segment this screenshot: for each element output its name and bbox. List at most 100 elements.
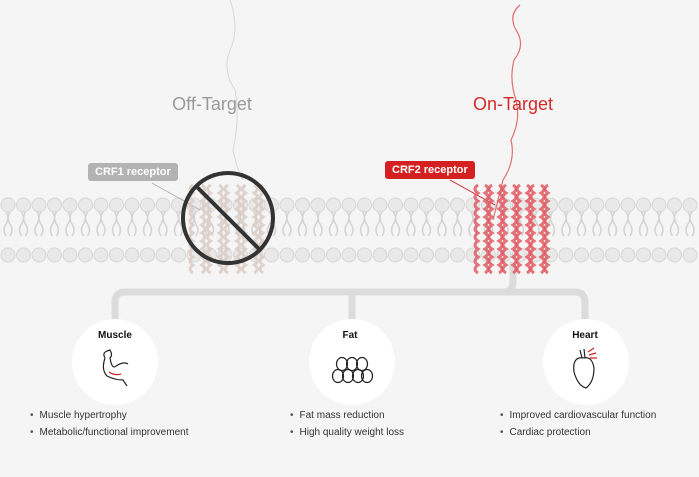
fat-bullets: Fat mass reduction High quality weight l… — [290, 407, 405, 441]
crf2-receptor-label: CRF2 receptor — [385, 161, 475, 179]
lipid-head — [140, 247, 155, 263]
helix — [199, 183, 207, 275]
lipid-tail — [437, 211, 447, 237]
bullet: Fat mass reduction — [290, 407, 404, 424]
fat-title: Fat — [342, 330, 358, 341]
lipid-tail — [142, 211, 153, 237]
helix — [543, 183, 551, 275]
lipid-bilayer — [0, 197, 698, 263]
lipid-head — [651, 247, 667, 263]
muscle-title: Muscle — [98, 330, 132, 341]
lipid-head — [589, 247, 605, 263]
lipid-tail — [576, 211, 587, 237]
lipid-tail — [406, 211, 416, 237]
heart-title: Heart — [572, 330, 598, 341]
lipid-tail — [49, 211, 60, 237]
effect-circle — [543, 319, 629, 405]
lipid-head — [605, 197, 620, 213]
lipid-head — [109, 247, 124, 263]
lipid-tail — [65, 211, 75, 237]
lipid-head — [558, 247, 574, 263]
lipid-head — [667, 197, 682, 213]
lipid-head — [388, 197, 403, 213]
lipid-tail — [313, 211, 323, 237]
lipid-tail — [80, 211, 91, 237]
lipid-head — [31, 247, 47, 263]
lipid-tail — [3, 211, 13, 237]
crf1-receptor-label: CRF1 receptor — [88, 163, 178, 181]
effect-circle — [309, 319, 395, 405]
lipid-head — [682, 247, 698, 263]
heart-accent — [587, 347, 597, 359]
lipid-head — [450, 247, 465, 263]
lipid-tail — [127, 211, 137, 237]
crf1-pointer — [151, 182, 201, 211]
lipid-head — [512, 197, 527, 213]
lipid-tail — [18, 211, 29, 237]
effect-circle — [72, 319, 158, 405]
lipid-head — [667, 247, 682, 263]
lipid-head — [620, 197, 636, 213]
lipid-tail — [685, 211, 695, 237]
helix — [258, 183, 266, 275]
lipid-tail — [344, 211, 354, 237]
arm-outline — [102, 349, 129, 387]
heart-bullets: Improved cardiovascular function Cardiac… — [500, 407, 657, 441]
fat-cell — [345, 356, 359, 372]
fat-cell — [360, 368, 374, 384]
lipid-head — [450, 197, 465, 213]
helix — [515, 183, 523, 275]
lipid-head — [155, 247, 171, 263]
lipid-head — [558, 197, 574, 213]
lipid-head — [636, 247, 651, 263]
lipid-head — [109, 197, 124, 213]
fat-cell — [355, 356, 369, 372]
lipid-head — [403, 197, 419, 213]
lipid-tail — [638, 211, 649, 237]
prohibited-slash — [194, 184, 262, 252]
on-target-peptide — [492, 4, 522, 221]
helix — [188, 183, 196, 275]
lipid-head — [47, 197, 62, 213]
bullet: Cardiac protection — [500, 424, 656, 441]
lipid-head — [310, 197, 326, 213]
lipid-head — [124, 197, 140, 213]
lipid-head — [140, 197, 155, 213]
helix — [473, 183, 481, 275]
lipid-head — [62, 197, 78, 213]
lipid-tail — [328, 211, 339, 237]
bullet: Muscle hypertrophy — [30, 407, 188, 424]
lipid-tail — [592, 211, 602, 237]
lipid-tail — [421, 211, 432, 237]
helix — [501, 183, 509, 275]
fat-cell — [335, 356, 349, 372]
lipid-tail — [359, 211, 370, 237]
helix — [223, 183, 231, 275]
helix — [241, 183, 249, 275]
lipid-head — [341, 197, 357, 213]
lipid-head — [620, 247, 636, 263]
lipid-tail — [111, 211, 122, 237]
fat-cell — [341, 368, 355, 384]
muscle-bullets: Muscle hypertrophy Metabolic/functional … — [30, 407, 189, 441]
lipid-head — [16, 197, 31, 213]
lipid-tail — [282, 211, 292, 237]
lipid-head — [434, 197, 450, 213]
off-target-peptide — [226, 0, 244, 181]
lipid-tail — [96, 211, 106, 237]
helix — [529, 183, 537, 275]
prohibited-icon — [181, 171, 275, 265]
bullet: Metabolic/functional improvement — [30, 424, 189, 441]
lipid-head — [605, 247, 620, 263]
lipid-head — [434, 247, 450, 263]
lipid-head — [31, 197, 47, 213]
lipid-tail — [375, 211, 385, 237]
lipid-head — [155, 197, 171, 213]
off-target-heading: Off-Target — [172, 94, 252, 114]
helix — [216, 183, 224, 275]
crf2-receptor — [473, 183, 551, 275]
helix — [487, 183, 495, 275]
lipid-head — [295, 247, 310, 263]
lipid-head — [264, 247, 279, 263]
